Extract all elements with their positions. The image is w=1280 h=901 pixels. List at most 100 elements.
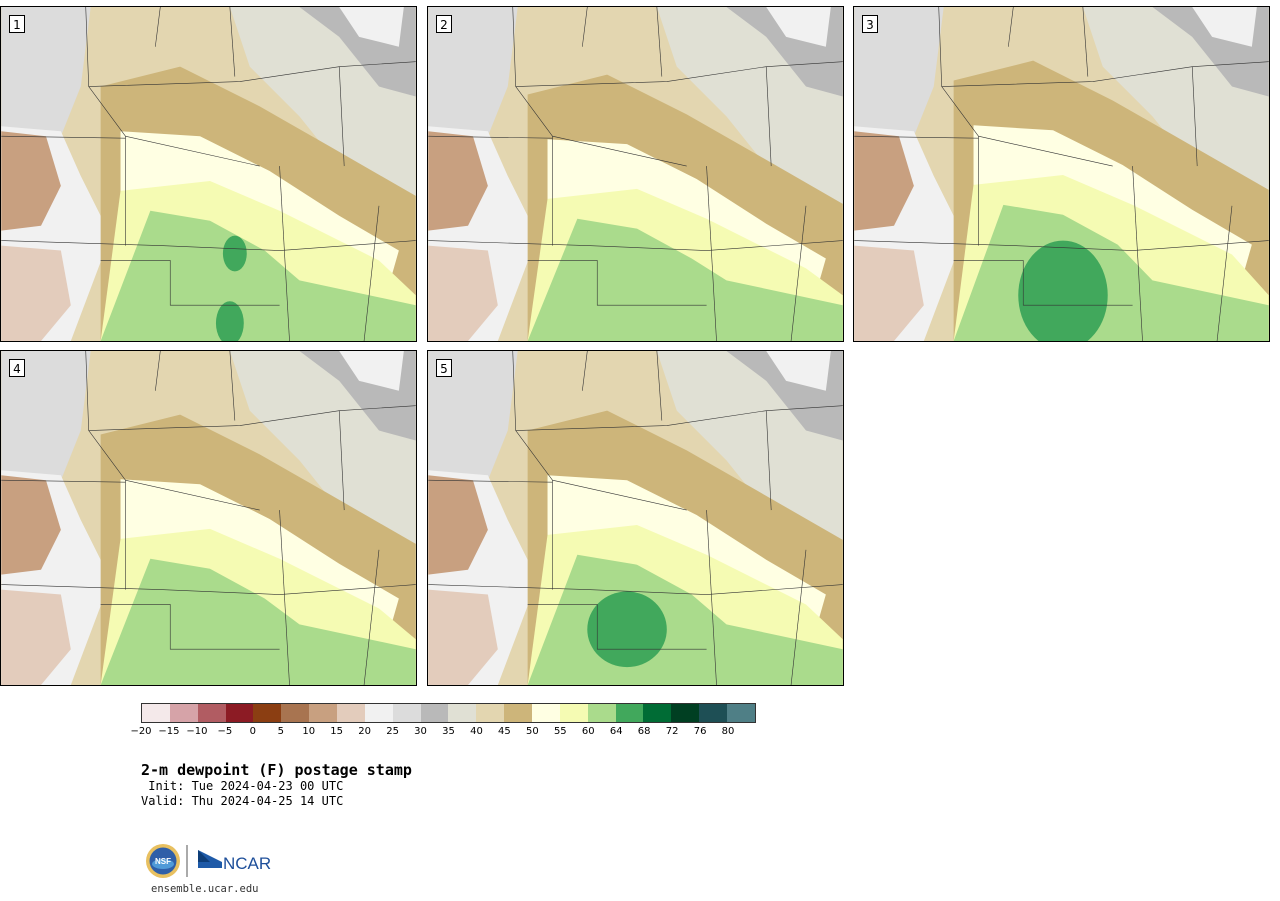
state-border: [1216, 205, 1233, 341]
region-10F: [428, 131, 488, 231]
region-10F: [854, 131, 914, 231]
colorbar-tick-label: 45: [498, 726, 511, 737]
colorbar-swatch: [727, 704, 755, 722]
state-border: [100, 260, 280, 306]
state-border: [938, 7, 979, 246]
state-border: [1008, 7, 1014, 47]
init-time: Init: Tue 2024-04-23 00 UTC: [141, 779, 344, 793]
region-15F: [854, 245, 924, 341]
colorbar-tick-label: 60: [581, 726, 595, 737]
svg-text:NCAR: NCAR: [223, 854, 271, 873]
ncar-mark-icon: [198, 850, 222, 868]
state-border: [1, 135, 126, 139]
colorbar-ticks: −20 −15 −10 −5 0 5 10 15 20 25 30 35 40 45 50 55 60 64 68 7…: [130, 726, 756, 740]
panel-label: 2: [436, 15, 452, 33]
state-border: [155, 7, 161, 47]
state-border: [527, 260, 707, 306]
colorbar-tick-label: 0: [249, 726, 256, 737]
region-25F: [854, 7, 944, 157]
state-border: [582, 351, 588, 391]
colorbar-swatch: [253, 704, 282, 722]
state-border: [1, 479, 126, 483]
state-border: [656, 7, 663, 77]
region-15F: [428, 589, 498, 685]
colorbar-swatch: [392, 704, 421, 722]
state-border: [656, 351, 663, 421]
region-64F: [222, 235, 247, 272]
colorbar-swatch: [364, 704, 393, 722]
region-20F: [339, 351, 404, 391]
region-20F: [766, 7, 831, 47]
dewpoint-map-1: [1, 7, 416, 341]
state-border: [854, 240, 1269, 251]
colorbar-tick-label: 5: [277, 726, 284, 737]
colorbar-swatch: [420, 704, 449, 722]
region-10F: [428, 475, 488, 575]
region-25F: [428, 351, 518, 501]
region-60F: [527, 218, 843, 341]
state-border: [363, 205, 380, 341]
state-border: [515, 405, 843, 431]
dewpoint-map-5: [428, 351, 843, 685]
state-border: [978, 135, 1113, 167]
region-64F: [215, 301, 244, 341]
region-15F: [1, 245, 71, 341]
state-border: [582, 7, 588, 47]
region-10F: [1, 131, 61, 231]
dewpoint-map-4: [1, 351, 416, 685]
region-60F: [100, 210, 416, 341]
colorbar-swatch: [615, 704, 644, 722]
state-border: [85, 351, 126, 590]
state-border: [88, 405, 416, 431]
state-border: [552, 479, 687, 511]
colorbar-tick-label: 40: [470, 726, 483, 737]
dewpoint-map-2: [428, 7, 843, 341]
svg-text:NSF: NSF: [155, 857, 171, 866]
state-border: [88, 61, 416, 87]
colorbar-swatch: [337, 704, 365, 722]
colorbar-tick-label: 64: [609, 726, 623, 737]
colorbar: [141, 703, 756, 723]
region-64F: [587, 591, 667, 668]
colorbar-swatch: [699, 704, 728, 722]
colorbar-swatch: [532, 704, 560, 722]
region-20F: [1192, 7, 1257, 47]
colorbar-swatch: [448, 704, 477, 722]
state-border: [941, 61, 1269, 87]
colorbar-swatch: [587, 704, 616, 722]
panel-label: 5: [436, 359, 452, 377]
region-10F: [1, 475, 61, 575]
colorbar-tick-label: −15: [158, 726, 180, 737]
state-border: [765, 410, 772, 511]
colorbar-tick-label: 15: [330, 726, 344, 737]
state-border: [279, 510, 290, 685]
state-border: [706, 166, 717, 341]
state-border: [1191, 66, 1198, 167]
colorbar-tick-label: −5: [217, 726, 233, 737]
colorbar-tick-label: 35: [442, 726, 455, 737]
state-border: [512, 7, 553, 246]
colorbar-swatch: [281, 704, 310, 722]
state-border: [428, 240, 843, 251]
region-25F: [428, 7, 518, 157]
colorbar-tick-label: 76: [693, 726, 707, 737]
colorbar-tick-label: 72: [665, 726, 679, 737]
colorbar-tick-label: 10: [302, 726, 316, 737]
colorbar-swatch: [559, 704, 588, 722]
state-border: [428, 135, 553, 139]
state-border: [85, 7, 126, 246]
nsf-ncar-logo: NSF NCAR: [146, 844, 271, 878]
state-border: [512, 351, 553, 590]
colorbar-tick-label: −20: [130, 726, 152, 737]
state-border: [100, 604, 280, 650]
stamp-panel-4: 4: [0, 350, 417, 686]
state-border: [229, 7, 236, 77]
colorbar-swatch: [643, 704, 672, 722]
colorbar-tick-label: 55: [553, 726, 567, 737]
region-20F: [339, 7, 404, 47]
state-border: [428, 479, 553, 483]
state-border: [765, 66, 772, 167]
colorbar-tick-label: 25: [386, 726, 399, 737]
state-border: [363, 549, 380, 685]
region-20F: [766, 351, 831, 391]
